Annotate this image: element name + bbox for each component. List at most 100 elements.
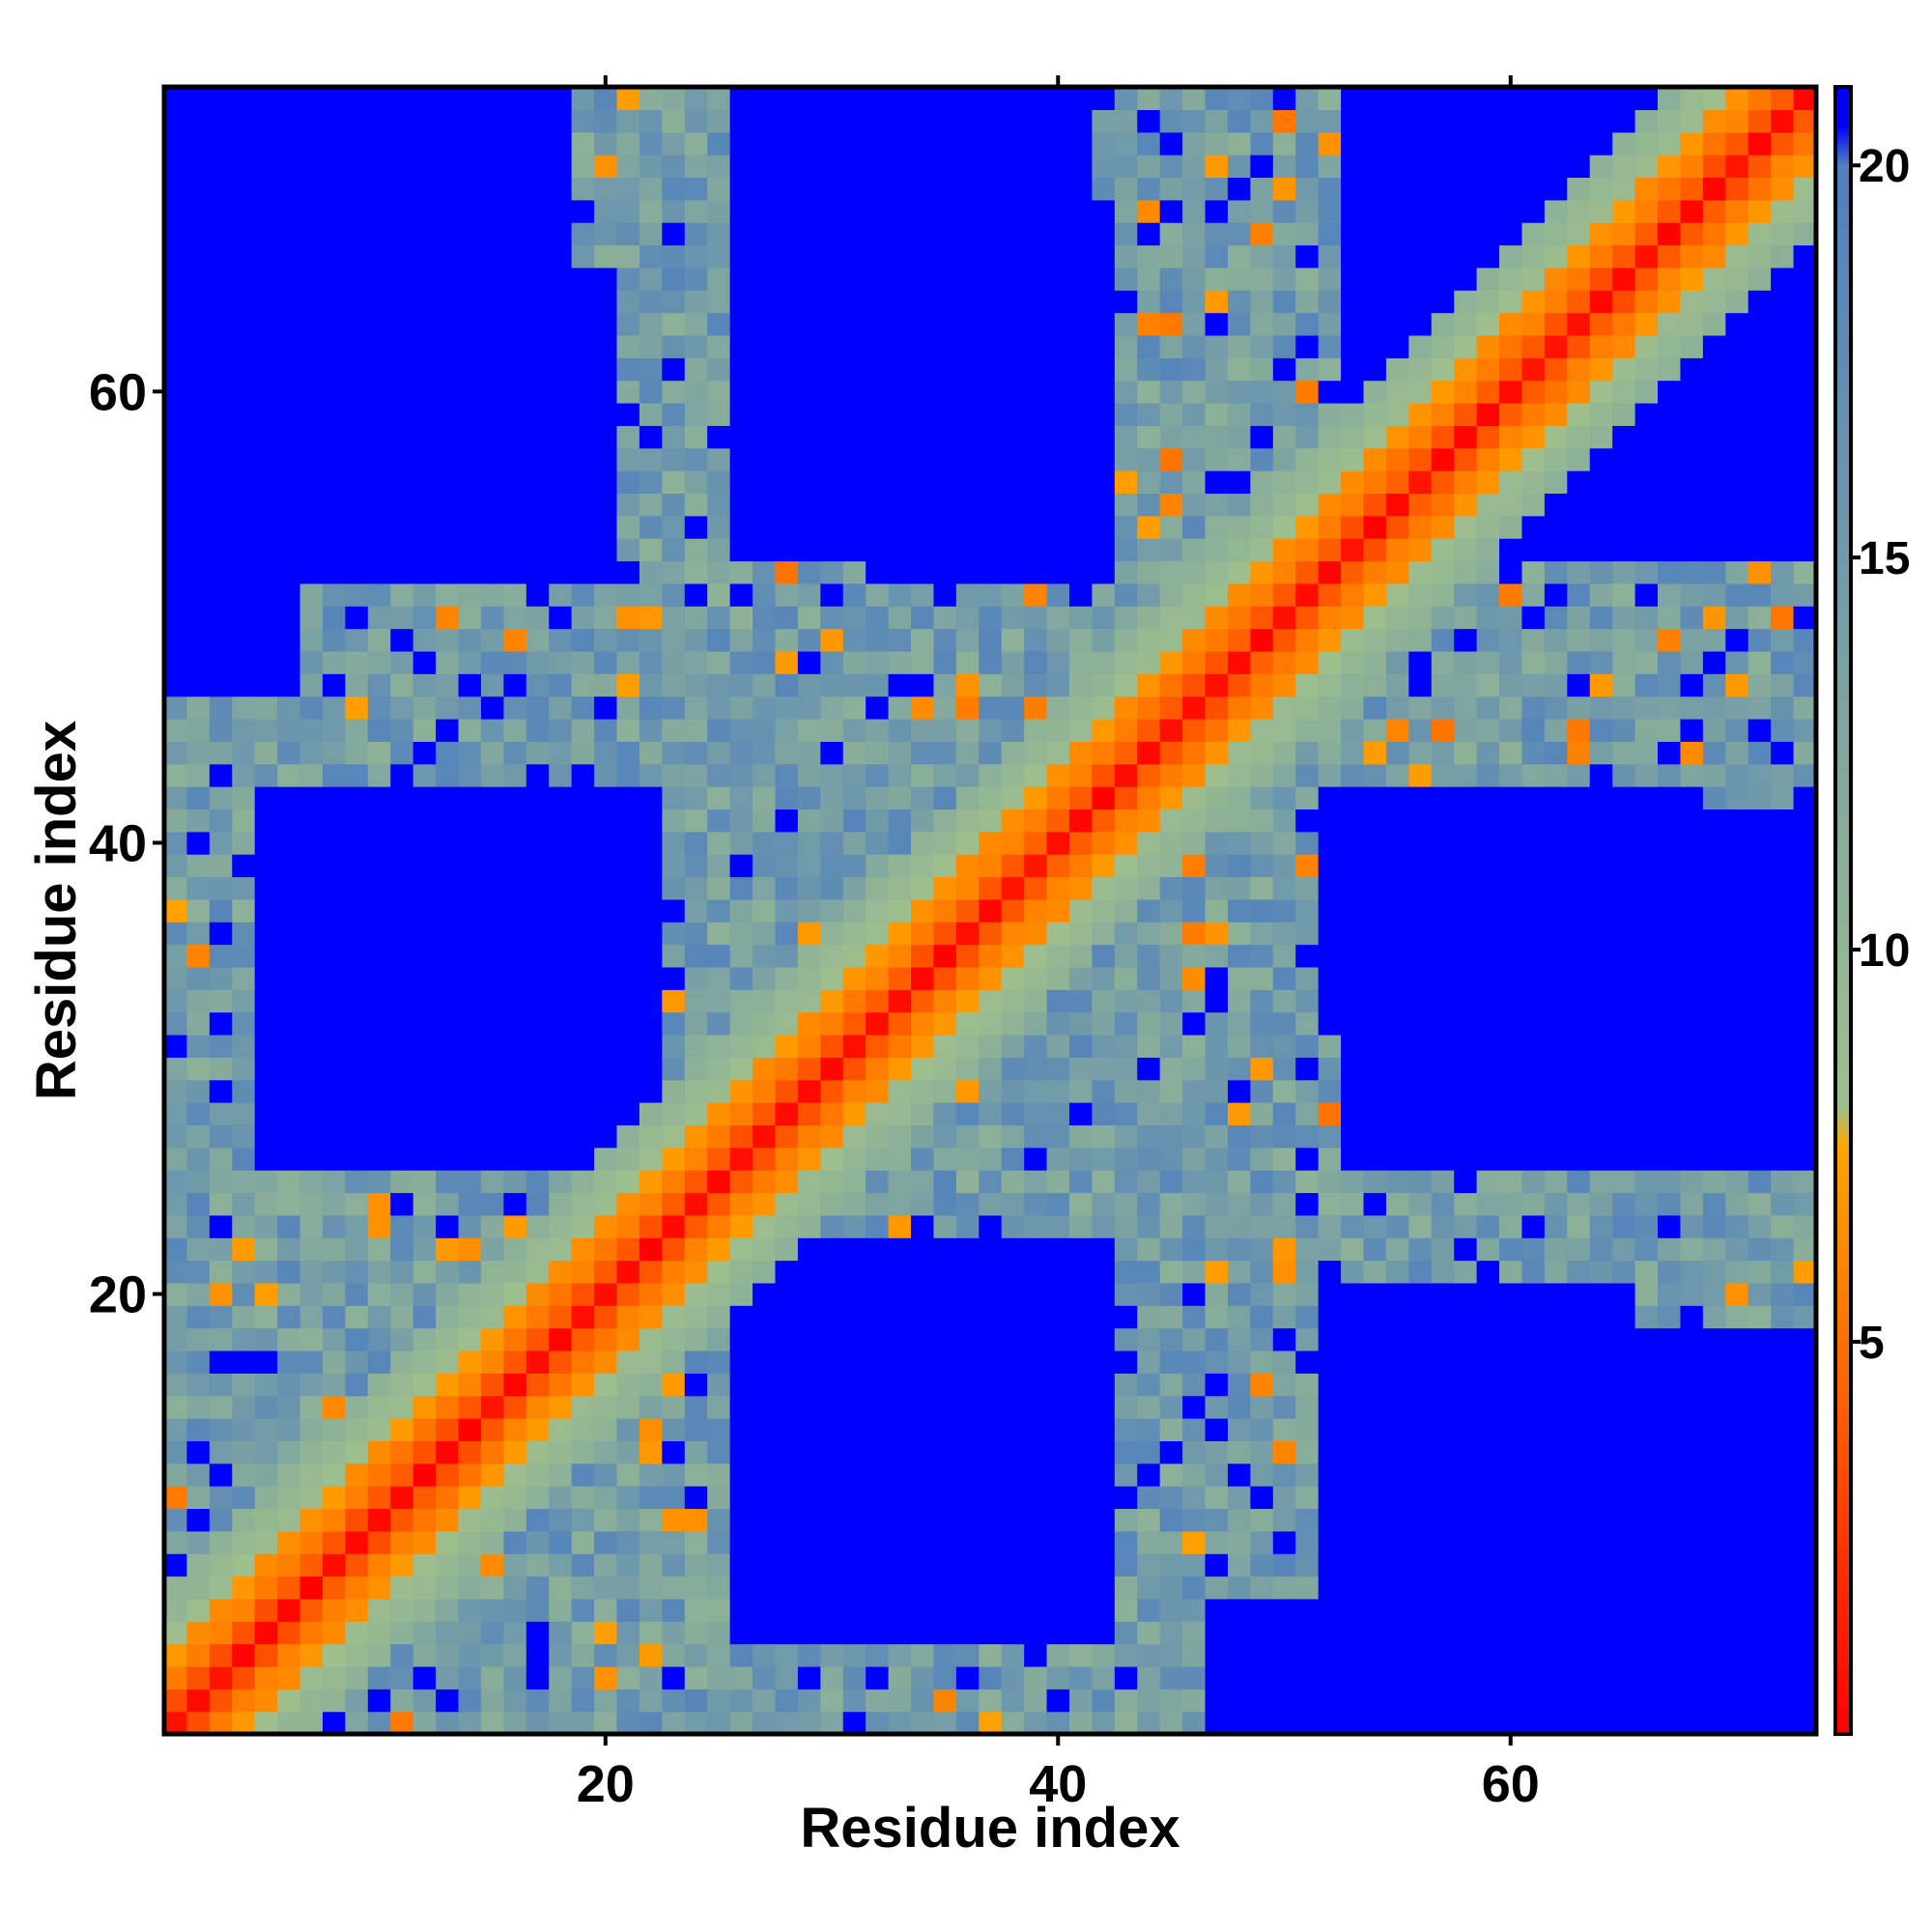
heatmap-cell <box>412 109 437 133</box>
heatmap-cell <box>1046 606 1070 630</box>
heatmap-cell <box>1658 966 1682 990</box>
heatmap-cell <box>1092 1034 1116 1058</box>
heatmap-cell <box>1205 1689 1229 1713</box>
heatmap-cell <box>1499 199 1523 223</box>
heatmap-cell <box>1092 87 1116 110</box>
heatmap-cell <box>1634 402 1659 426</box>
heatmap-cell <box>866 1214 890 1238</box>
heatmap-cell <box>458 222 482 246</box>
heatmap-cell <box>1295 1711 1320 1735</box>
heatmap-cell <box>367 1327 391 1351</box>
heatmap-cell <box>979 922 1003 946</box>
heatmap-cell <box>436 493 460 517</box>
heatmap-cell <box>662 402 686 426</box>
heatmap-cell <box>753 290 777 314</box>
heatmap-cell <box>1499 1395 1523 1419</box>
heatmap-cell <box>436 1711 460 1735</box>
heatmap-cell <box>1159 582 1183 607</box>
heatmap-cell <box>1205 131 1229 156</box>
heatmap-cell <box>1544 1440 1568 1464</box>
heatmap-cell <box>1499 177 1523 201</box>
heatmap-cell <box>911 606 935 630</box>
heatmap-cell <box>412 582 437 607</box>
heatmap-cell <box>1680 1170 1704 1194</box>
heatmap-cell <box>1137 1282 1161 1306</box>
heatmap-cell <box>1499 155 1523 179</box>
heatmap-cell <box>277 1553 301 1577</box>
heatmap-cell <box>277 582 301 607</box>
heatmap-cell <box>1205 1395 1229 1419</box>
heatmap-cell <box>979 1508 1003 1532</box>
heatmap-cell <box>299 1711 324 1735</box>
heatmap-cell <box>684 876 708 900</box>
heatmap-cell <box>1205 898 1229 923</box>
heatmap-cell <box>842 922 867 946</box>
heatmap-cell <box>1227 447 1251 471</box>
heatmap-cell <box>775 1486 799 1510</box>
heatmap-cell <box>1046 334 1070 358</box>
heatmap-cell <box>1068 1124 1094 1149</box>
heatmap-cell <box>209 1373 233 1397</box>
heatmap-cell <box>955 966 980 990</box>
heatmap-cell <box>390 1170 414 1194</box>
heatmap-cell <box>1385 1373 1409 1397</box>
heatmap-cell <box>1567 1260 1591 1284</box>
heatmap-cell <box>1024 1147 1048 1171</box>
heatmap-cell <box>797 1621 821 1645</box>
heatmap-cell <box>367 1486 391 1510</box>
heatmap-cell <box>367 809 391 833</box>
heatmap-cell <box>684 1214 708 1238</box>
heatmap-cell <box>277 1395 301 1419</box>
heatmap-cell <box>526 334 550 358</box>
heatmap-cell <box>911 1486 935 1510</box>
heatmap-cell <box>571 1214 595 1238</box>
heatmap-cell <box>1001 1463 1025 1487</box>
heatmap-cell <box>707 989 731 1013</box>
heatmap-cell <box>1046 1463 1070 1487</box>
heatmap-cell <box>594 425 618 449</box>
heatmap-cell <box>1702 1057 1726 1081</box>
heatmap-cell <box>367 470 391 495</box>
heatmap-cell <box>775 1576 799 1600</box>
heatmap-cell <box>480 515 504 539</box>
heatmap-cell <box>639 290 663 314</box>
heatmap-cell <box>1024 1440 1048 1464</box>
heatmap-cell <box>164 1034 188 1058</box>
heatmap-cell <box>526 1057 550 1081</box>
heatmap-cell <box>933 1576 957 1600</box>
heatmap-cell <box>549 1486 573 1510</box>
heatmap-cell <box>1408 1011 1433 1036</box>
heatmap-cell <box>186 493 211 517</box>
heatmap-cell <box>911 989 935 1013</box>
heatmap-cell <box>1046 290 1070 314</box>
heatmap-cell <box>1634 1147 1659 1171</box>
heatmap-cell <box>1137 989 1161 1013</box>
heatmap-cell <box>842 1260 867 1284</box>
heatmap-cell <box>1295 131 1320 156</box>
heatmap-cell <box>1227 854 1251 878</box>
heatmap-cell <box>594 1124 618 1149</box>
heatmap-cell <box>1476 718 1500 742</box>
heatmap-cell <box>1182 380 1207 404</box>
heatmap-cell <box>412 357 437 382</box>
heatmap-cell <box>842 696 867 720</box>
heatmap-cell <box>526 1643 550 1667</box>
heatmap-cell <box>911 1463 935 1487</box>
heatmap-cell <box>299 199 324 223</box>
heatmap-cell <box>1521 718 1546 742</box>
heatmap-cell <box>1092 989 1116 1013</box>
heatmap-cell <box>1205 109 1229 133</box>
heatmap-cell <box>1295 1350 1320 1374</box>
heatmap-cell <box>480 177 504 201</box>
heatmap-cell <box>820 1170 844 1194</box>
heatmap-cell <box>412 1418 437 1441</box>
heatmap-cell <box>1341 334 1365 358</box>
heatmap-cell <box>866 1260 890 1284</box>
heatmap-cell <box>866 718 890 742</box>
heatmap-cell <box>209 763 233 787</box>
heatmap-cell <box>842 854 867 878</box>
heatmap-cell <box>753 357 777 382</box>
heatmap-cell <box>526 131 550 156</box>
heatmap-cell <box>1114 696 1138 720</box>
heatmap-cell <box>729 1147 753 1171</box>
